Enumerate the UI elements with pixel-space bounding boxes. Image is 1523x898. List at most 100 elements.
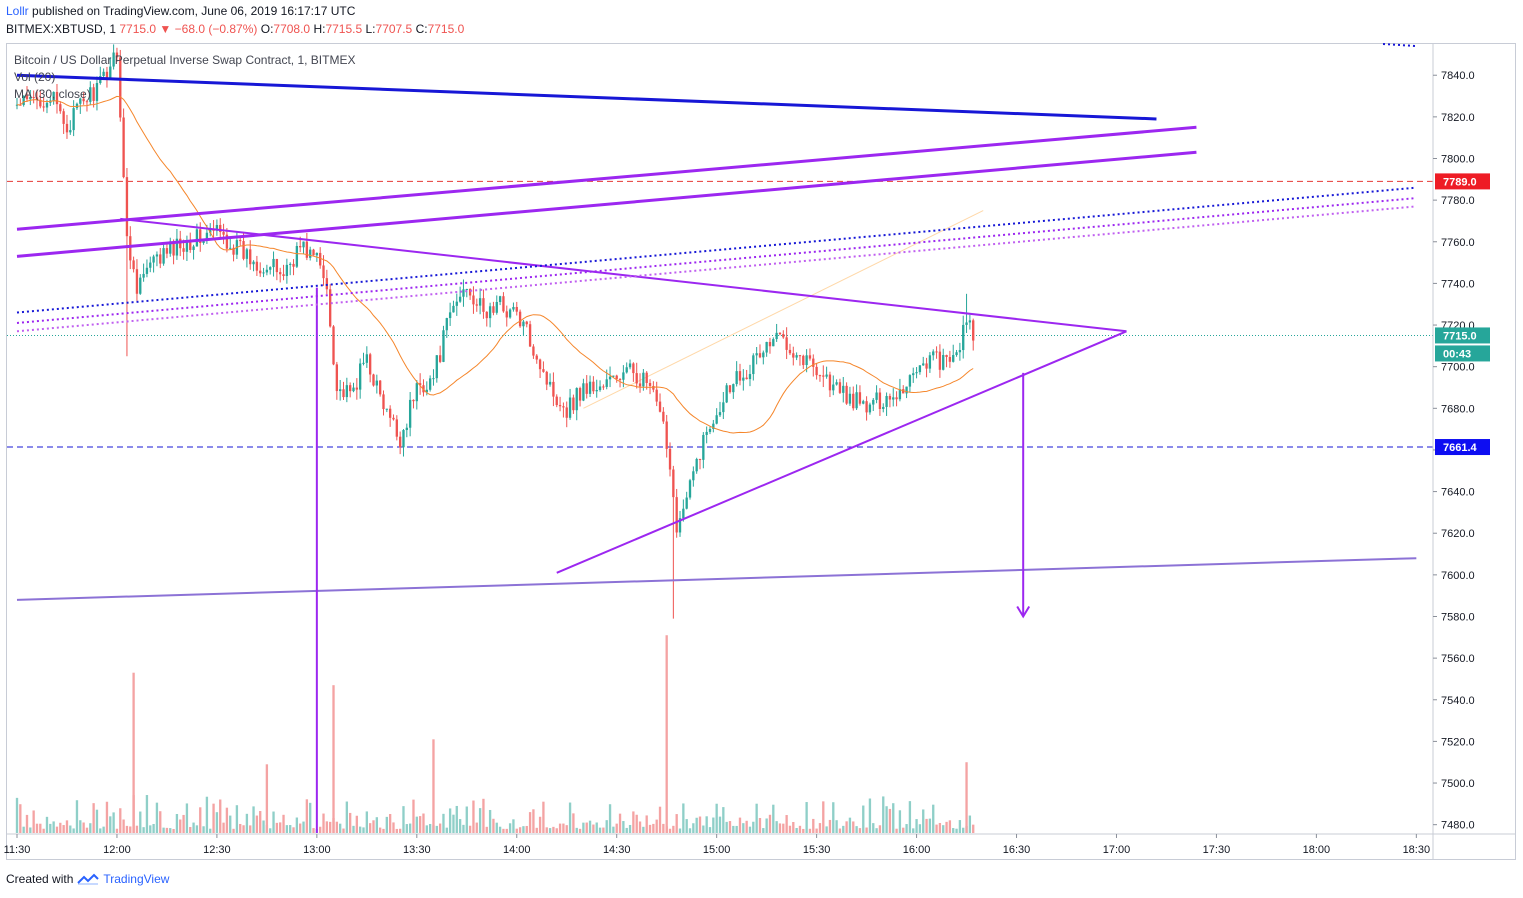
volume-bar xyxy=(745,820,748,833)
volume-bar xyxy=(648,824,652,833)
candle-body xyxy=(922,363,925,366)
ohlc-bar: BITMEX:XBTUSD, 1 7715.0 ▼ −68.0 (−0.87%)… xyxy=(6,21,464,37)
volume-spike-bar xyxy=(265,764,269,833)
candle-body xyxy=(528,324,532,347)
candle-body xyxy=(265,269,269,273)
volume-bar xyxy=(555,828,558,833)
candle-body xyxy=(608,376,612,380)
candle-body xyxy=(159,254,162,264)
volume-bar xyxy=(82,822,85,833)
tradingview-brand[interactable]: TradingView xyxy=(103,872,170,886)
candle-body xyxy=(495,301,498,313)
candle-body xyxy=(735,371,738,385)
candle-body xyxy=(259,270,262,274)
candle-body xyxy=(349,385,352,392)
last-price: 7715.0 xyxy=(119,22,157,36)
candle-body xyxy=(945,355,948,357)
volume-bar xyxy=(105,801,109,833)
volume-bar xyxy=(365,811,368,833)
candle-body xyxy=(45,102,49,108)
candle-body xyxy=(532,346,535,356)
volume-bar xyxy=(912,828,915,833)
candle-body xyxy=(438,355,442,362)
candle-body xyxy=(775,332,778,340)
volume-bar xyxy=(262,820,265,833)
volume-bar xyxy=(462,824,465,833)
volume-bar xyxy=(685,819,688,833)
candle-body xyxy=(755,353,758,356)
candle-body xyxy=(875,392,878,400)
volume-bar xyxy=(212,803,215,833)
candle-body xyxy=(705,431,708,435)
candle-body xyxy=(602,386,605,388)
candle-body xyxy=(69,130,72,133)
candle-body xyxy=(622,372,625,380)
volume-bar xyxy=(658,806,662,833)
candle-body xyxy=(365,354,368,363)
author-link[interactable]: Lollr xyxy=(6,4,29,18)
candle-body xyxy=(805,355,808,366)
volume-bar xyxy=(865,827,868,833)
candle-body xyxy=(468,288,472,296)
chart-frame[interactable] xyxy=(6,43,1516,860)
volume-bar xyxy=(878,825,882,833)
volume-bar xyxy=(325,821,329,833)
candle-body xyxy=(95,83,99,101)
candle-body xyxy=(392,417,395,420)
candle-body xyxy=(165,248,169,254)
candle-body xyxy=(139,277,142,294)
candle-body xyxy=(628,363,632,368)
candle-body xyxy=(149,262,152,268)
volume-bar xyxy=(388,814,392,833)
volume-bar xyxy=(22,826,25,833)
candle-body xyxy=(335,364,339,392)
candle-body xyxy=(72,108,75,131)
candle-body xyxy=(742,377,745,381)
volume-bar xyxy=(728,821,732,833)
volume-bar xyxy=(572,813,575,833)
volume-bar xyxy=(235,805,239,833)
legend-ma[interactable]: MA (30, close) xyxy=(14,87,91,101)
volume-bar xyxy=(598,827,602,833)
candle-body xyxy=(865,401,868,413)
candle-body xyxy=(382,394,385,410)
price-tick-label: 7820.0 xyxy=(1441,112,1475,124)
price-tick-label: 7520.0 xyxy=(1441,736,1475,748)
candle-body xyxy=(215,224,219,231)
volume-bar xyxy=(85,827,89,833)
candle-body xyxy=(315,252,319,256)
volume-bar xyxy=(305,799,309,833)
price-tick-label: 7680.0 xyxy=(1441,403,1475,415)
down-arrow-icon: ▼ xyxy=(159,22,172,36)
candle-body xyxy=(615,375,618,379)
legend-volume[interactable]: Vol (20) xyxy=(14,70,56,84)
candle-body xyxy=(698,459,702,461)
candle-body xyxy=(465,288,468,290)
candle-body xyxy=(942,355,945,370)
volume-bar xyxy=(792,822,795,833)
volume-bar xyxy=(512,819,515,833)
volume-bar xyxy=(868,798,872,833)
footer: Created with TradingView xyxy=(6,872,169,886)
price-tick-label: 7780.0 xyxy=(1441,195,1475,207)
volume-bar xyxy=(682,803,685,833)
volume-bar xyxy=(508,823,512,833)
price-tag xyxy=(1435,439,1490,456)
volume-bar xyxy=(845,821,848,833)
volume-bar xyxy=(632,811,635,833)
candle-body xyxy=(902,389,905,394)
volume-bar xyxy=(109,816,112,833)
volume-bar xyxy=(578,828,582,833)
volume-bar xyxy=(75,800,79,833)
volume-bar xyxy=(818,823,822,833)
volume-bar xyxy=(239,823,242,833)
volume-bar xyxy=(448,808,452,833)
volume-bar xyxy=(242,825,245,833)
candle-body xyxy=(938,351,942,370)
candle-body xyxy=(738,371,742,381)
volume-bar xyxy=(702,825,705,833)
volume-bar xyxy=(725,821,728,833)
price-tick-label: 7600.0 xyxy=(1441,570,1475,582)
candle-body xyxy=(748,374,752,380)
